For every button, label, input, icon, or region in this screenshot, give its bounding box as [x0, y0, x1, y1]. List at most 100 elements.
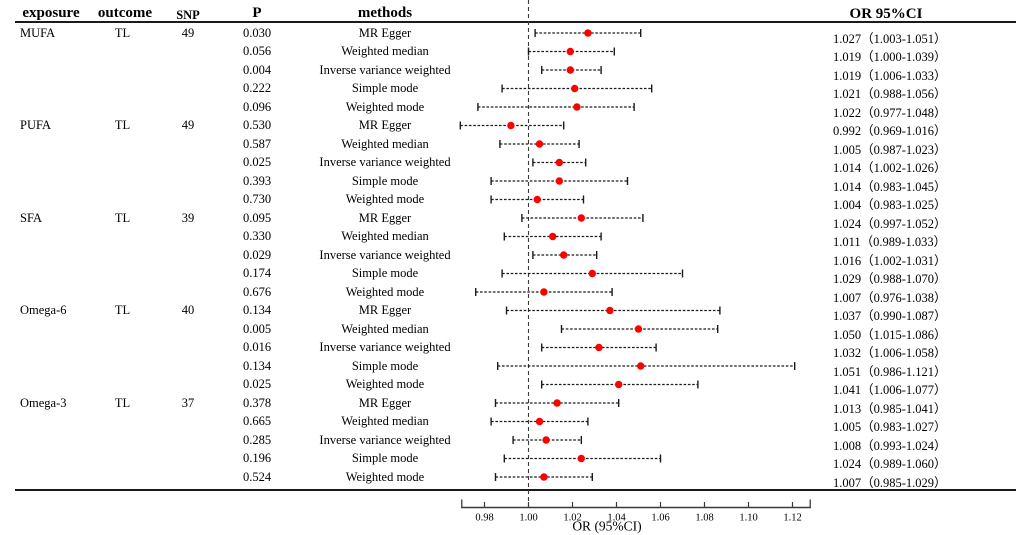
method-label: Simple mode [351, 451, 419, 465]
snp-count: 39 [181, 210, 195, 225]
x-tick-label: 1.06 [651, 513, 669, 524]
p-value: 0.530 [242, 118, 272, 132]
p-value: 0.004 [242, 62, 272, 77]
p-value: 0.096 [242, 99, 272, 114]
point-marker [553, 399, 561, 407]
x-tick-label: 1.08 [695, 513, 713, 524]
point-marker [533, 195, 541, 204]
point-marker [615, 380, 623, 389]
p-value: 0.134 [242, 358, 272, 373]
p-value: 0.222 [242, 81, 272, 95]
or-ci-label: 1.019（1.000-1.039） [833, 50, 947, 64]
p-value: 0.524 [242, 469, 272, 484]
point-marker [634, 325, 643, 333]
method-label: Inverse variance weighted [319, 340, 451, 354]
method-label: Weighted mode [345, 99, 425, 114]
point-marker [555, 177, 563, 185]
or-ci-label: 1.037（0.990-1.087） [833, 309, 947, 323]
method-label: MR Egger [358, 25, 412, 40]
method-label: Inverse variance weighted [319, 247, 451, 262]
method-label: Inverse variance weighted [319, 155, 451, 169]
p-value: 0.378 [242, 395, 272, 410]
or-ci-label: 1.005（0.987-1.023） [833, 142, 947, 157]
method-label: Weighted mode [345, 377, 425, 391]
point-marker [606, 306, 614, 315]
point-marker [566, 47, 574, 56]
x-tick-label: 1.04 [607, 513, 626, 524]
method-label: Inverse variance weighted [319, 432, 451, 447]
p-value: 0.025 [242, 377, 272, 391]
or-ci-label: 1.004（0.983-1.025） [833, 198, 947, 212]
p-value: 0.095 [242, 210, 272, 225]
method-label: Weighted median [341, 229, 429, 243]
p-value: 0.393 [242, 173, 272, 188]
p-value: 0.587 [242, 136, 272, 151]
point-marker [577, 454, 585, 463]
method-label: MR Egger [358, 118, 412, 132]
or-ci-label: 1.032（1.006-1.058） [833, 346, 947, 360]
or-ci-label: 0.992（0.969-1.016） [833, 124, 947, 138]
snp-count: 37 [181, 395, 195, 410]
point-marker [540, 473, 548, 481]
point-marker [571, 84, 579, 93]
x-tick-label: 1.00 [519, 513, 537, 524]
p-value: 0.134 [242, 303, 272, 317]
or-ci-label: 1.021（0.988-1.056） [833, 87, 947, 101]
method-label: MR Egger [358, 395, 412, 410]
method-label: Simple mode [351, 173, 419, 188]
p-value: 0.285 [242, 432, 272, 447]
or-ci-label: 1.014（1.002-1.026） [833, 161, 947, 175]
outcome-label: TL [114, 303, 131, 317]
point-marker [595, 343, 603, 352]
point-marker [535, 140, 544, 148]
point-marker [549, 232, 557, 241]
p-value: 0.029 [242, 247, 272, 262]
p-value: 0.196 [242, 451, 272, 465]
or-ci-label: 1.007（0.976-1.038） [833, 290, 947, 305]
point-marker [540, 288, 548, 296]
p-value: 0.665 [242, 414, 272, 428]
method-label: Weighted median [341, 414, 429, 428]
or-ci-label: 1.029（0.988-1.070） [833, 272, 947, 286]
or-ci-label: 1.014（0.983-1.045） [833, 179, 947, 194]
point-marker [573, 103, 581, 111]
method-label: Weighted median [341, 136, 429, 151]
outcome-label: TL [114, 25, 131, 40]
x-axis-title: OR (95%CI) [572, 519, 641, 534]
method-label: Simple mode [351, 81, 419, 95]
snp-count: 49 [181, 118, 195, 132]
p-value: 0.676 [242, 284, 272, 299]
col-header-methods: methods [357, 5, 413, 21]
exposure-label: MUFA [20, 25, 56, 40]
or-ci-label: 1.008（0.993-1.024） [833, 438, 947, 453]
p-value: 0.330 [242, 229, 272, 243]
exposure-label: SFA [20, 210, 43, 225]
or-ci-label: 1.051（0.986-1.121） [833, 364, 947, 379]
or-ci-label: 1.024（0.989-1.060） [833, 457, 947, 471]
col-header-or-ci: OR 95%CI [849, 6, 923, 22]
x-tick-label: 1.10 [739, 513, 757, 524]
p-value: 0.174 [242, 266, 272, 280]
or-ci-label: 1.019（1.006-1.033） [833, 68, 947, 83]
or-ci-label: 1.007（0.985-1.029） [833, 475, 947, 490]
bottom-rule [15, 489, 1016, 491]
x-tick-label: 0.98 [475, 513, 493, 524]
method-label: Weighted mode [345, 284, 425, 299]
point-marker [637, 362, 645, 370]
or-ci-label: 1.011（0.989-1.033） [833, 235, 947, 249]
point-marker [555, 158, 563, 167]
method-label: Simple mode [351, 358, 419, 373]
method-label: Inverse variance weighted [319, 62, 451, 77]
method-label: Weighted mode [345, 192, 425, 206]
col-header-p: P [252, 5, 262, 21]
col-header-exposure: exposure [22, 5, 80, 21]
point-marker [507, 121, 515, 130]
or-ci-label: 1.022（0.977-1.048） [833, 105, 947, 120]
x-tick-label: 1.02 [563, 513, 581, 524]
p-value: 0.056 [242, 44, 272, 58]
p-value: 0.730 [242, 192, 272, 206]
method-label: Weighted mode [345, 469, 425, 484]
col-header-snp: SNP [176, 8, 200, 22]
or-ci-label: 1.041（1.006-1.077） [833, 383, 947, 397]
